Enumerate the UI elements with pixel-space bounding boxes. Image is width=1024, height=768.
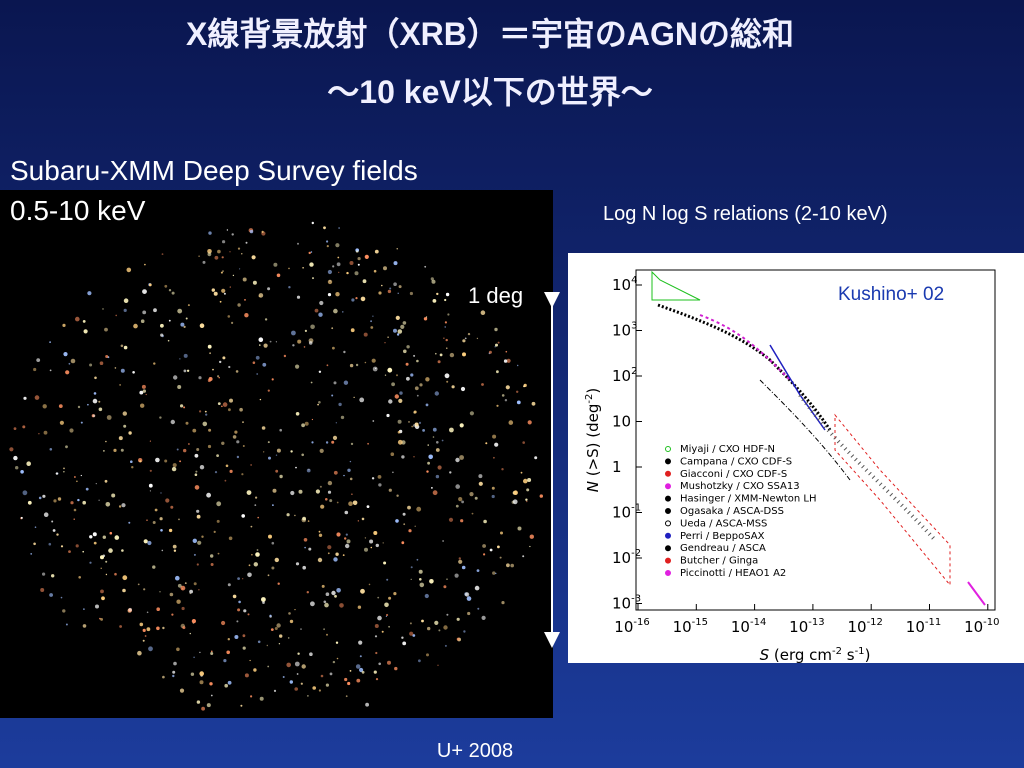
legend-entry: Perri / BeppoSAX	[680, 531, 765, 542]
legend-symbol	[665, 570, 671, 576]
legend-symbol	[665, 446, 671, 452]
tick-label: 10-1	[612, 503, 641, 522]
legend-symbol	[665, 532, 671, 539]
tick-label: 10-10	[964, 617, 999, 636]
legend-symbol	[665, 495, 671, 502]
tick-label: 102	[612, 366, 637, 385]
tick-label: 10-14	[731, 617, 766, 636]
plot-curves	[651, 270, 986, 606]
tick-label: 10-16	[614, 617, 649, 636]
legend-symbol	[665, 483, 671, 490]
figure-caption: Log N log S relations (2-10 keV)	[603, 203, 888, 225]
tick-label: 10-2	[612, 548, 641, 567]
legend-entry: Hasinger / XMM-Newton LH	[680, 494, 816, 505]
legend-entry: Campana / CXO CDF-S	[680, 456, 792, 467]
scale-label: 1 deg	[468, 283, 523, 308]
annotation: Kushino+ 02	[838, 284, 944, 305]
tick-label: 104	[612, 275, 637, 294]
tick-label: 10-13	[789, 617, 824, 636]
title: X線背景放射（XRB）＝宇宙のAGNの総和	[186, 16, 794, 52]
legend-symbol	[665, 458, 671, 465]
y-axis-label: N (>S) (deg-2)	[584, 388, 602, 493]
star-field	[9, 221, 543, 711]
legend-entry: Ueda / ASCA-MSS	[680, 518, 767, 529]
tick-label: 10-3	[612, 594, 641, 613]
legend-symbol	[665, 557, 671, 564]
tick-label: 10-11	[906, 617, 941, 636]
image-caption: 0.5-10 keV	[10, 195, 146, 226]
legend-entry: Butcher / Ginga	[680, 556, 758, 567]
tick-label: 10-12	[847, 617, 882, 636]
figure-panel	[568, 253, 1024, 663]
legend-symbol	[665, 508, 671, 514]
legend-entry: Ogasaka / ASCA-DSS	[680, 506, 784, 517]
legend-entry: Miyaji / CXO HDF-N	[680, 444, 775, 455]
x-axis-label: S (erg cm-2 s-1)	[760, 646, 871, 664]
legend-entry: Mushotzky / CXO SSA13	[680, 481, 800, 492]
tick-label: 103	[612, 321, 637, 340]
tick-label: 1	[612, 458, 622, 476]
survey-image	[0, 190, 553, 718]
image-caption: Subaru-XMM Deep Survey fields	[10, 155, 418, 186]
tick-label: 10	[612, 413, 631, 431]
legend-entry: Piccinotti / HEAO1 A2	[680, 568, 786, 579]
title: ～10 keV以下の世界～	[327, 74, 652, 110]
tick-label: 10-15	[673, 617, 708, 636]
footer: U+ 2008	[437, 740, 513, 762]
legend-symbol	[665, 520, 671, 527]
legend-symbol	[665, 470, 671, 477]
legend-symbol	[665, 545, 671, 552]
legend-entry: Gendreau / ASCA	[680, 543, 766, 554]
legend-entry: Giacconi / CXO CDF-S	[680, 469, 787, 480]
plot-frame	[635, 269, 996, 611]
